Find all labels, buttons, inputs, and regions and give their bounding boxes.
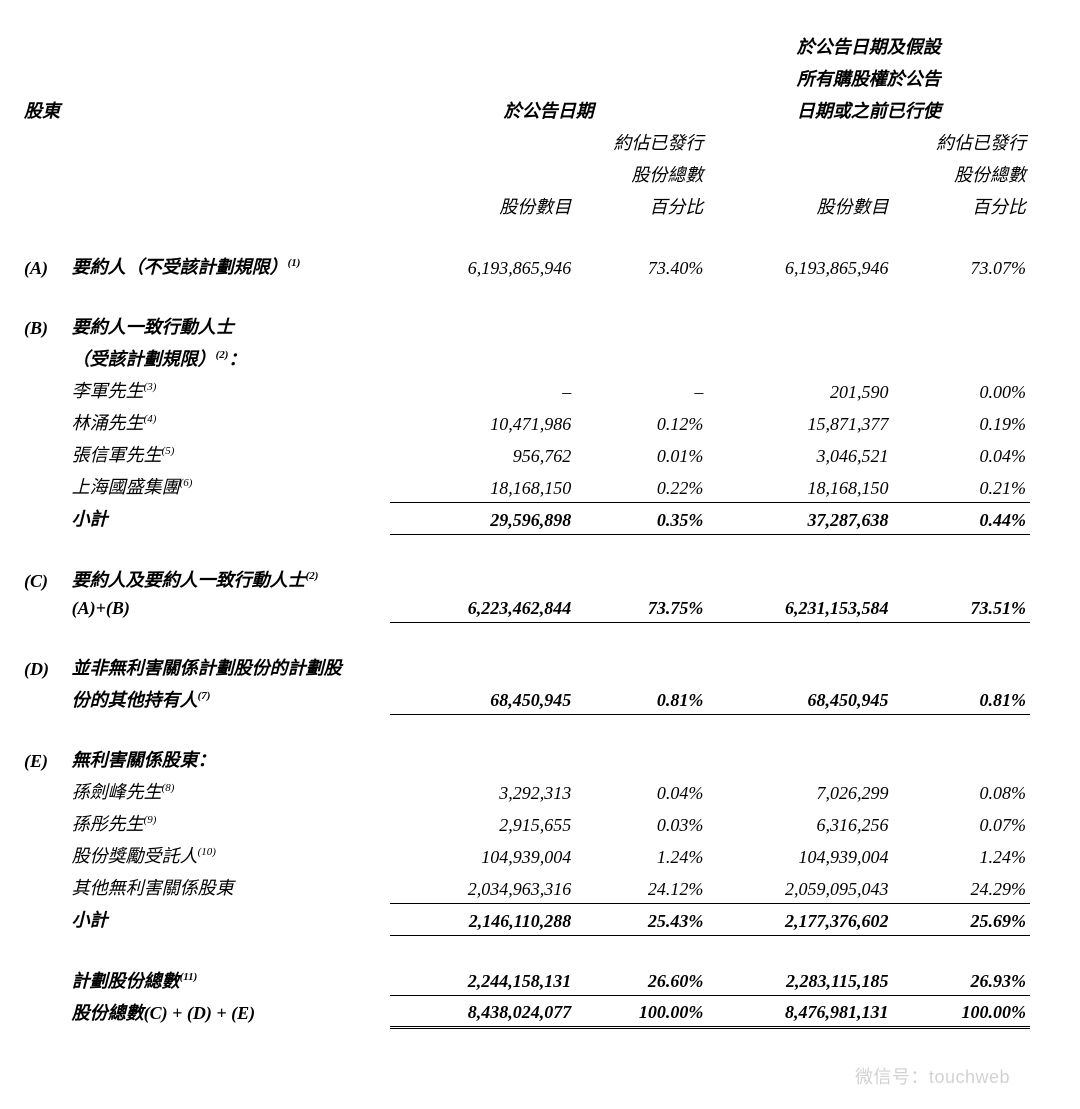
hdr-pct2-l1: 約佔已發行 bbox=[892, 126, 1030, 158]
row-section-d: 份的其他持有人(7) 68,450,945 0.81% 68,450,945 0… bbox=[20, 683, 1030, 715]
header-row-top2: 所有購股權於公告 bbox=[20, 62, 1030, 94]
label-b-line1: 要約人一致行動人士 bbox=[68, 310, 391, 342]
hdr-pct2-l3: 百分比 bbox=[892, 190, 1030, 222]
row-e-subtotal: 小計 2,146,110,288 25.43% 2,177,376,602 25… bbox=[20, 903, 1030, 935]
b-sub-label: 小計 bbox=[68, 502, 391, 534]
row-section-a: (A) 要約人（不受該計劃規限）(1) 6,193,865,946 73.40%… bbox=[20, 250, 1030, 282]
b0-label: 李軍先生(3) bbox=[68, 374, 391, 406]
b3-label: 上海國盛集團(6) bbox=[68, 470, 391, 502]
watermark-text: 微信号：touchweb bbox=[855, 1063, 1010, 1089]
label-b-line2: （受該計劃規限）(2)： bbox=[68, 342, 391, 374]
e-sub-label: 小計 bbox=[68, 903, 391, 935]
a-shares1: 6,193,865,946 bbox=[390, 250, 575, 282]
row-grand-total: 股份總數(C) + (D) + (E) 8,438,024,077 100.00… bbox=[20, 996, 1030, 1028]
row-b-1: 林涌先生(4) 10,471,986 0.12% 15,871,377 0.19… bbox=[20, 406, 1030, 438]
header-group2-line2: 所有購股權於公告 bbox=[707, 62, 1030, 94]
header-row-pct2: 股份總數 股份總數 bbox=[20, 158, 1030, 190]
row-e-2: 股份獎勵受託人(10) 104,939,004 1.24% 104,939,00… bbox=[20, 839, 1030, 871]
row-e-0: 孫劍峰先生(8) 3,292,313 0.04% 7,026,299 0.08% bbox=[20, 775, 1030, 807]
label-c-line1: 要約人及要約人一致行動人士(2) bbox=[68, 563, 391, 595]
row-section-b-title1: (B) 要約人一致行動人士 bbox=[20, 310, 1030, 342]
row-b-2: 張信軍先生(5) 956,762 0.01% 3,046,521 0.04% bbox=[20, 438, 1030, 470]
row-section-e-title: (E) 無利害關係股東： bbox=[20, 743, 1030, 775]
tag-a: (A) bbox=[20, 250, 68, 282]
header-group2-line3: 日期或之前已行使 bbox=[707, 94, 1030, 126]
hdr-shares2: 股份數目 bbox=[707, 190, 892, 222]
shareholding-table: 於公告日期及假設 所有購股權於公告 股東 於公告日期 日期或之前已行使 約佔已發… bbox=[20, 30, 1030, 1029]
row-section-d-title: (D) 並非無利害關係計劃股份的計劃股 bbox=[20, 651, 1030, 683]
row-b-3: 上海國盛集團(6) 18,168,150 0.22% 18,168,150 0.… bbox=[20, 470, 1030, 502]
row-section-c: (A)+(B) 6,223,462,844 73.75% 6,231,153,5… bbox=[20, 595, 1030, 623]
header-row-top: 於公告日期及假設 bbox=[20, 30, 1030, 62]
a-shares2: 6,193,865,946 bbox=[707, 250, 892, 282]
row-b-0: 李軍先生(3) – – 201,590 0.00% bbox=[20, 374, 1030, 406]
tag-e: (E) bbox=[20, 743, 68, 775]
label-d-line2: 份的其他持有人(7) bbox=[68, 683, 391, 715]
label-e: 無利害關係股東： bbox=[68, 743, 391, 775]
row-plan-total: 計劃股份總數(11) 2,244,158,131 26.60% 2,283,11… bbox=[20, 964, 1030, 996]
hdr-pct1-l1: 約佔已發行 bbox=[575, 126, 707, 158]
label-c-line2: (A)+(B) bbox=[68, 595, 391, 623]
header-group2-line1: 於公告日期及假設 bbox=[707, 30, 1030, 62]
a-pct2: 73.07% bbox=[892, 250, 1030, 282]
hdr-pct2-l2: 股份總數 bbox=[892, 158, 1030, 190]
tag-d: (D) bbox=[20, 651, 68, 683]
tag-b: (B) bbox=[20, 310, 68, 342]
b2-label: 張信軍先生(5) bbox=[68, 438, 391, 470]
label-a: 要約人（不受該計劃規限）(1) bbox=[68, 250, 391, 282]
row-e-3: 其他無利害關係股東 2,034,963,316 24.12% 2,059,095… bbox=[20, 871, 1030, 903]
header-row-pct1: 約佔已發行 約佔已發行 bbox=[20, 126, 1030, 158]
hdr-shares1: 股份數目 bbox=[390, 190, 575, 222]
row-section-c-title: (C) 要約人及要約人一致行動人士(2) bbox=[20, 563, 1030, 595]
tag-c: (C) bbox=[20, 563, 68, 595]
a-pct1: 73.40% bbox=[575, 250, 707, 282]
label-d-line1: 並非無利害關係計劃股份的計劃股 bbox=[68, 651, 391, 683]
row-e-1: 孫彤先生(9) 2,915,655 0.03% 6,316,256 0.07% bbox=[20, 807, 1030, 839]
header-row-shareholder: 股東 於公告日期 日期或之前已行使 bbox=[20, 94, 1030, 126]
hdr-pct1-l3: 百分比 bbox=[575, 190, 707, 222]
header-group1: 於公告日期 bbox=[390, 94, 707, 126]
b1-label: 林涌先生(4) bbox=[68, 406, 391, 438]
row-b-subtotal: 小計 29,596,898 0.35% 37,287,638 0.44% bbox=[20, 502, 1030, 534]
row-section-b-title2: （受該計劃規限）(2)： bbox=[20, 342, 1030, 374]
hdr-pct1-l2: 股份總數 bbox=[575, 158, 707, 190]
header-row-cols: 股份數目 百分比 股份數目 百分比 bbox=[20, 190, 1030, 222]
header-shareholder: 股東 bbox=[20, 94, 390, 126]
